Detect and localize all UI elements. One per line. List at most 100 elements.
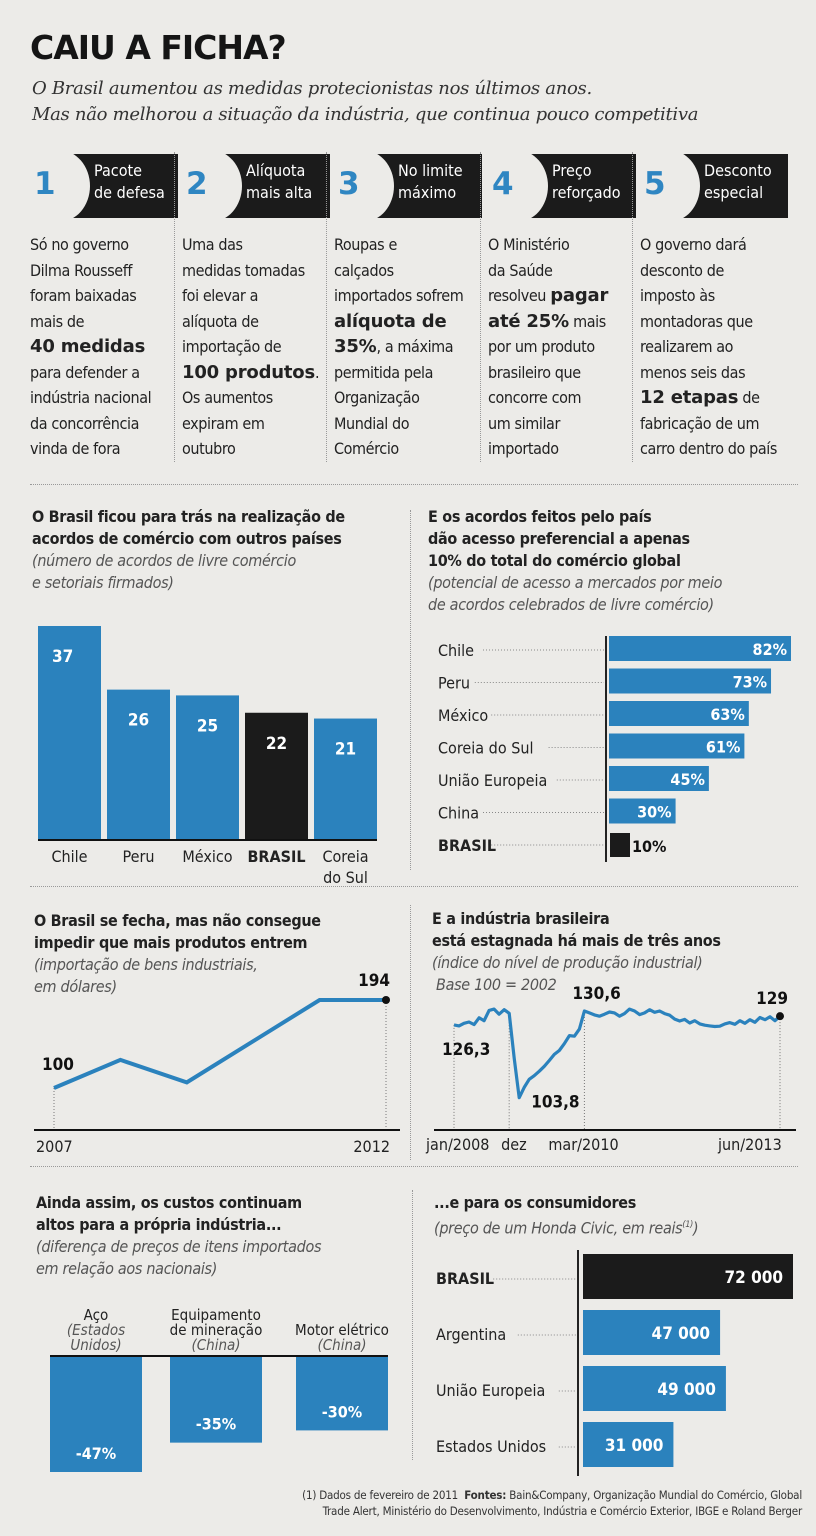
bar (583, 1422, 674, 1467)
step-description: O Ministério da Saúde resolveu pagar até 25… (488, 235, 609, 458)
chart-producao-header: E a indústria brasileira está estagnada … (432, 908, 812, 996)
category-label: do Sul (323, 868, 368, 887)
page-title: CAIU A FICHA? (30, 28, 287, 67)
bar-value-label: 30% (637, 803, 671, 822)
step-5: 5 Desconto especial (638, 150, 788, 222)
bar (583, 1366, 726, 1411)
chart-acesso: Chile 82% Peru 73% México 63% Coreia do Sul 61%… (438, 636, 791, 862)
category-label: Coreia do Sul (438, 739, 533, 758)
category-label: China (438, 804, 479, 823)
chart-title: E os acordos feitos pelo país dão acesso… (428, 507, 690, 570)
chart-subtitle: (diferença de preços de itens importados… (36, 1237, 322, 1278)
data-label: 194 (358, 971, 390, 991)
data-label: 130,6 (572, 984, 620, 1004)
footnote: (1) Dados de fevereiro de 2011 Fontes: B… (250, 1487, 802, 1519)
bar-value-label: 22 (266, 734, 287, 754)
x-tick-label: jun/2013 (717, 1135, 782, 1154)
subtitle-line-1: O Brasil aumentou as medidas protecionis… (32, 78, 592, 99)
bar (609, 668, 772, 694)
category-label: México (438, 706, 488, 725)
divider (174, 152, 175, 462)
step-number: 4 (492, 166, 514, 202)
data-label: 103,8 (531, 1093, 579, 1113)
bar (314, 718, 377, 840)
bar-value-label: 47 000 (652, 1324, 711, 1344)
divider (30, 886, 798, 887)
chart-importacao: 100 194 2007 2012 (34, 971, 400, 1156)
footnote-note: (1) Dados de fevereiro de 2011 (302, 1488, 459, 1502)
category-label: BRASIL (438, 836, 496, 855)
x-tick-label: jan/2008 (425, 1135, 489, 1154)
step-description: Só no governo Dilma Rousseff foram baixada… (30, 235, 152, 458)
category-label: Unidos) (70, 1336, 121, 1354)
chart-civic: BRASIL 72 000 Argentina 47 000 União Europei… (436, 1250, 793, 1476)
chart-subtitle: (preço de um Honda Civic, em reais(1)) (434, 1218, 699, 1238)
page-subtitle: O Brasil aumentou as medidas protecionis… (32, 76, 698, 128)
category-label: de mineração (170, 1321, 263, 1339)
x-tick-label: 2007 (36, 1137, 73, 1156)
bar (609, 733, 745, 759)
category-label: Argentina (436, 1325, 506, 1344)
step-circle (180, 150, 242, 222)
step-circle (486, 150, 548, 222)
bar-value-label: 49 000 (657, 1380, 716, 1400)
bar-value-label: 25 (197, 716, 218, 736)
bar-value-label: 21 (335, 740, 356, 760)
divider (632, 152, 633, 462)
category-label: Peru (122, 847, 154, 866)
bar-value-label: 61% (706, 738, 740, 757)
chart-title: ...e para os consumidores (434, 1193, 637, 1212)
divider (410, 905, 411, 1160)
chart-subtitle: (importação de bens industriais, em dóla… (34, 955, 258, 996)
x-tick-label: 2012 (353, 1137, 390, 1156)
step-2: 2 Alíquota mais alta (180, 150, 330, 222)
step-title: Desconto especial (704, 161, 772, 202)
step-number: 2 (186, 166, 208, 202)
chart-title: E a indústria brasileira está estagnada … (432, 909, 721, 950)
step-4: 4 Preço reforçado (486, 150, 636, 222)
subtitle-line-2: Mas não melhorou a situação da indústria… (32, 104, 699, 125)
end-point-marker (382, 996, 390, 1004)
bar-value-label: 82% (753, 640, 787, 659)
category-label: BRASIL (247, 847, 305, 866)
x-tick-label: dez (501, 1135, 527, 1154)
step-title: Preço reforçado (552, 161, 621, 202)
step-title: Alíquota mais alta (246, 161, 313, 202)
bar (609, 766, 709, 791)
category-label: União Europeia (436, 1381, 545, 1400)
series-line (53, 998, 386, 1090)
step-circle (638, 150, 700, 222)
category-label: BRASIL (436, 1269, 494, 1288)
category-label: União Europeia (438, 771, 547, 790)
bar-value-label: -30% (322, 1402, 362, 1421)
step-description: O governo dará desconto de imposto às monta… (640, 235, 777, 458)
bar (50, 1357, 142, 1472)
bar-value-label: 45% (670, 770, 704, 789)
step-number: 3 (338, 166, 360, 202)
step-3: 3 No limite máximo (332, 150, 482, 222)
chart-acordos: 37 Chile 26 Peru 25 México 22 BRASIL 21 Coreia do … (38, 626, 377, 887)
bar (170, 1357, 262, 1443)
divider (412, 1190, 413, 1460)
chart-title: Ainda assim, os custos continuam altos p… (36, 1193, 302, 1234)
chart-title: O Brasil ficou para trás na realização d… (32, 507, 345, 548)
bar (107, 689, 170, 840)
bar-value-label: 10% (632, 837, 666, 856)
bar-value-label: 63% (710, 705, 744, 724)
series-line (453, 1007, 782, 1100)
step-circle (28, 150, 90, 222)
category-label: (China) (317, 1336, 366, 1354)
category-label: México (182, 847, 232, 866)
chart-title: O Brasil se fecha, mas não consegue impe… (34, 911, 321, 952)
bar (176, 695, 239, 840)
end-point-marker (776, 1012, 784, 1021)
step-title: Pacote de defesa (94, 161, 165, 202)
step-circle (332, 150, 394, 222)
step-title: No limite máximo (398, 161, 463, 202)
bar (610, 833, 630, 857)
chart-custos-header: Ainda assim, os custos continuam altos p… (36, 1192, 406, 1280)
step-1: 1 Pacote de defesa (28, 150, 178, 222)
divider (30, 484, 798, 485)
chart-importacao-header: O Brasil se fecha, mas não consegue impe… (34, 910, 404, 998)
